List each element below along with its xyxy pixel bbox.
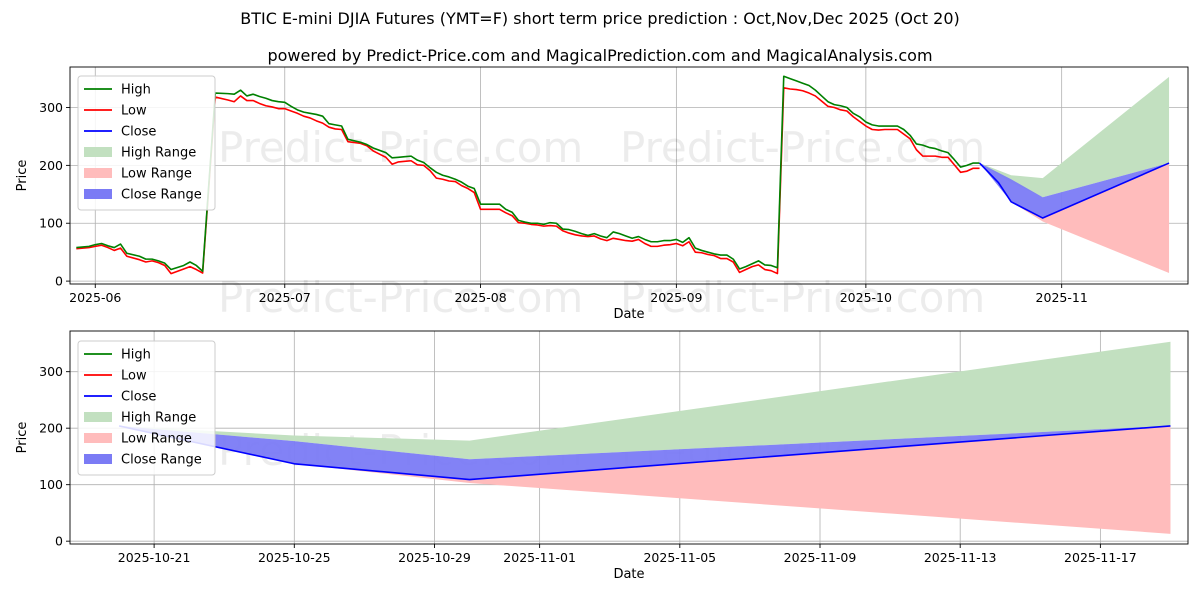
x-tick-label: 2025-11-13 bbox=[924, 550, 997, 565]
x-tick-label: 2025-11-01 bbox=[503, 550, 576, 565]
x-tick-label: 2025-07 bbox=[259, 290, 311, 305]
legend-label-close-range: Close Range bbox=[121, 453, 202, 468]
plot-area bbox=[76, 75, 1170, 275]
y-tick-label: 100 bbox=[39, 216, 63, 231]
high-range-band bbox=[119, 341, 1171, 460]
watermark-text: Predict-Price.com bbox=[218, 273, 583, 322]
x-tick-label: 2025-09 bbox=[650, 290, 702, 305]
legend-swatch-close-range bbox=[84, 189, 112, 199]
watermark-text: Predict-Price.com bbox=[620, 123, 985, 172]
x-tick-label: 2025-11-17 bbox=[1064, 550, 1137, 565]
high-range-band bbox=[979, 76, 1170, 198]
legend-box bbox=[77, 75, 216, 211]
legend-label-low: Low bbox=[121, 369, 147, 384]
y-axis-label: Price bbox=[15, 422, 30, 454]
legend-label-high-range: High Range bbox=[121, 411, 196, 426]
legend-label-low-range: Low Range bbox=[121, 167, 192, 182]
y-tick-label: 0 bbox=[55, 534, 63, 549]
legend-swatch-high-range bbox=[84, 412, 112, 422]
legend-label-close: Close bbox=[121, 125, 156, 140]
legend-label-high: High bbox=[121, 348, 151, 363]
legend-label-high: High bbox=[121, 83, 151, 98]
legend-swatch-close-range bbox=[84, 454, 112, 464]
chart-panel-zoom: Predict-Price.comPredict-Price.com2025-1… bbox=[15, 330, 1189, 582]
legend-label-low: Low bbox=[121, 104, 147, 119]
close-series-line bbox=[978, 162, 1170, 219]
x-tick-label: 2025-06 bbox=[69, 290, 121, 305]
x-tick-label: 2025-10 bbox=[840, 290, 892, 305]
chart-title: BTIC E-mini DJIA Futures (YMT=F) short t… bbox=[240, 9, 960, 28]
legend: High Low Close High Range Low Range Close Ran… bbox=[77, 75, 216, 211]
chart-panel-overview: Predict-Price.com Predict-Price.com Predic… bbox=[15, 66, 1189, 322]
x-tick-label: 2025-10-21 bbox=[118, 550, 191, 565]
legend-label-high-range: High Range bbox=[121, 146, 196, 161]
x-tick-label: 2025-11-05 bbox=[643, 550, 716, 565]
y-tick-label: 200 bbox=[39, 158, 63, 173]
legend-swatch-low-range bbox=[84, 433, 112, 443]
x-axis-label: Date bbox=[613, 567, 644, 582]
low-range-band bbox=[119, 425, 1171, 534]
x-axis-label: Date bbox=[613, 307, 644, 322]
x-tick-label: 2025-11 bbox=[1036, 290, 1088, 305]
low-series-line bbox=[76, 87, 980, 275]
legend-label-close-range: Close Range bbox=[121, 188, 202, 203]
y-tick-label: 300 bbox=[39, 364, 63, 379]
y-axis-label: Price bbox=[15, 160, 30, 192]
low-range-band bbox=[979, 163, 1170, 274]
x-tick-label: 2025-11-09 bbox=[784, 550, 857, 565]
watermark-text: Predict-Price.com bbox=[620, 273, 985, 322]
y-tick-label: 100 bbox=[39, 477, 63, 492]
close-range-band bbox=[979, 163, 1170, 219]
axes-frame bbox=[69, 330, 1189, 545]
plot-area bbox=[118, 341, 1171, 534]
y-tick-label: 200 bbox=[39, 421, 63, 436]
legend-swatch-low-range bbox=[84, 168, 112, 178]
y-tick-label: 300 bbox=[39, 100, 63, 115]
close-range-band bbox=[119, 425, 1171, 480]
legend-swatch-high-range bbox=[84, 147, 112, 157]
x-tick-label: 2025-08 bbox=[454, 290, 506, 305]
legend-label-low-range: Low Range bbox=[121, 432, 192, 447]
x-tick-label: 2025-10-29 bbox=[398, 550, 471, 565]
axes-frame bbox=[69, 66, 1189, 285]
legend-box bbox=[77, 340, 216, 476]
watermark-text: Predict-Price.com bbox=[218, 123, 583, 172]
legend: High Low Close High Range Low Range Close Ran… bbox=[77, 340, 216, 476]
legend-label-close: Close bbox=[121, 390, 156, 405]
chart-subtitle: powered by Predict-Price.com and Magical… bbox=[267, 46, 933, 65]
y-tick-label: 0 bbox=[55, 274, 63, 289]
high-series-line bbox=[76, 75, 980, 273]
x-tick-label: 2025-10-25 bbox=[258, 550, 331, 565]
